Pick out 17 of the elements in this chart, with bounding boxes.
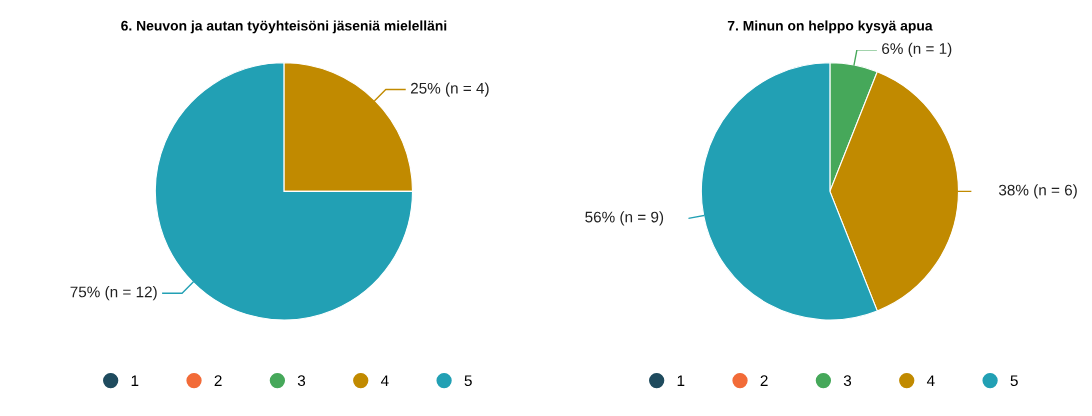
legend-label: 4	[926, 375, 935, 386]
data-label: 56% (n = 9)	[585, 211, 664, 226]
data-label: 38% (n = 6)	[998, 184, 1077, 199]
legend-label: 1	[677, 375, 685, 386]
legend-label: 2	[214, 375, 222, 386]
legend-label: 4	[380, 375, 389, 386]
chart-title: 6. Neuvon ja autan työyhteisöni jäseniä mielelläni	[121, 20, 447, 34]
data-label: 75% (n = 12)	[70, 286, 157, 301]
legend-label: 5	[464, 375, 472, 387]
legend-label: 5	[1010, 375, 1018, 387]
legend-label: 3	[843, 375, 852, 387]
legend-label: 3	[297, 375, 306, 387]
data-label: 25% (n = 4)	[410, 82, 489, 97]
legend-label: 2	[760, 375, 768, 386]
legend-label: 1	[131, 375, 139, 386]
data-label: 6% (n = 1)	[882, 42, 952, 58]
chart-title: 7. Minun on helppo kysyä apua	[727, 20, 933, 34]
